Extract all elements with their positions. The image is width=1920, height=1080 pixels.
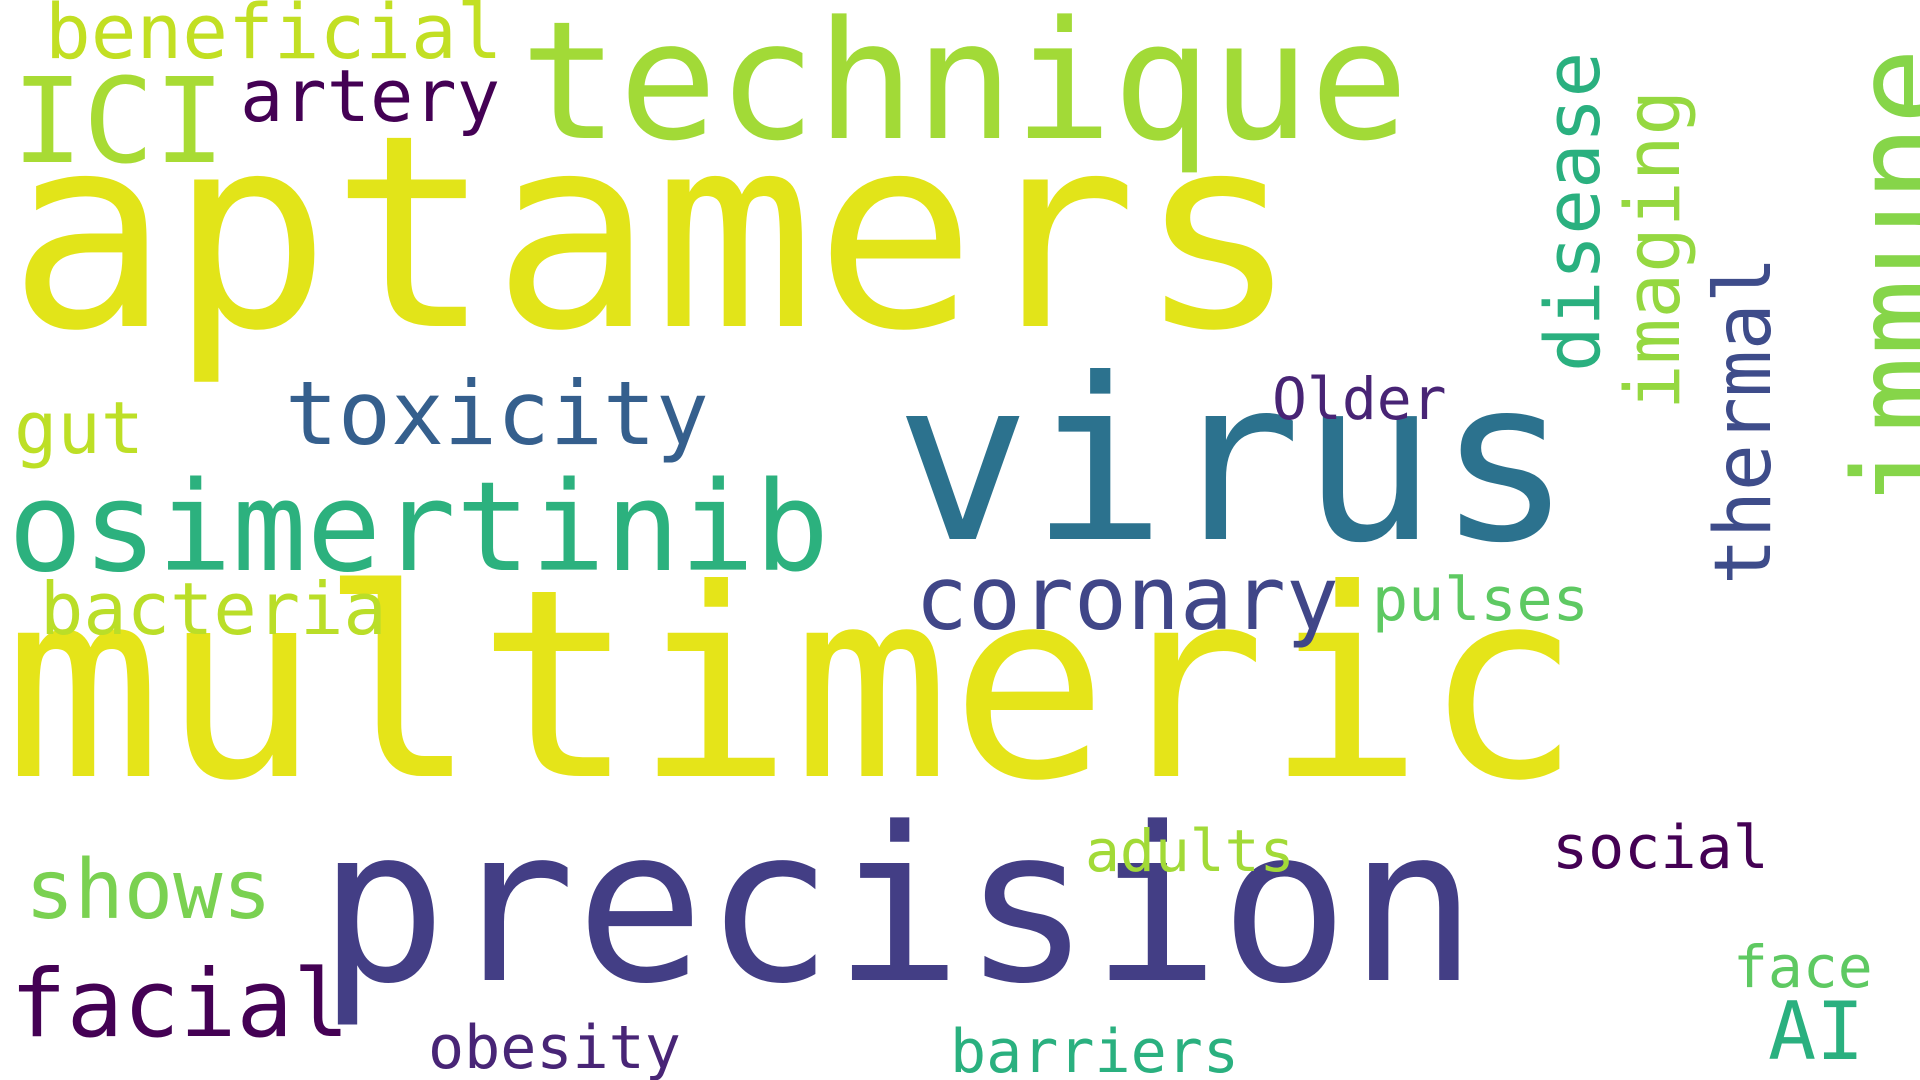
word-pulses: pulses: [1372, 565, 1589, 635]
word-obesity: obesity: [428, 1013, 681, 1080]
word-osimertinib: osimertinib: [8, 456, 830, 600]
word-technique: technique: [520, 0, 1409, 177]
word-thermal: thermal: [1699, 256, 1789, 585]
word-disease: disease: [1528, 51, 1617, 372]
word-virus: virus: [895, 331, 1573, 593]
word-ICI: ICI: [12, 52, 226, 190]
word-immune: immune: [1827, 47, 1920, 510]
word-beneficial: beneficial: [45, 0, 503, 76]
word-gut: gut: [14, 386, 145, 470]
word-shows: shows: [25, 843, 272, 938]
word-artery: artery: [240, 54, 501, 138]
word-barriers: barriers: [950, 1017, 1239, 1080]
word-adults: adults: [1085, 817, 1295, 885]
word-precision: precision: [318, 782, 1478, 1031]
word-toxicity: toxicity: [285, 362, 709, 465]
word-aptamers: aptamers: [8, 78, 1299, 390]
word-bacteria: bacteria: [40, 567, 387, 651]
word-Older: Older: [1272, 365, 1447, 433]
word-face: face: [1733, 933, 1873, 1001]
word-imaging: imaging: [1608, 89, 1697, 410]
word-coronary: coronary: [915, 547, 1339, 650]
word-AI: AI: [1768, 985, 1865, 1078]
word-facial: facial: [10, 950, 350, 1059]
word-social: social: [1552, 813, 1769, 883]
word-multimeric: multimeric: [4, 533, 1582, 838]
